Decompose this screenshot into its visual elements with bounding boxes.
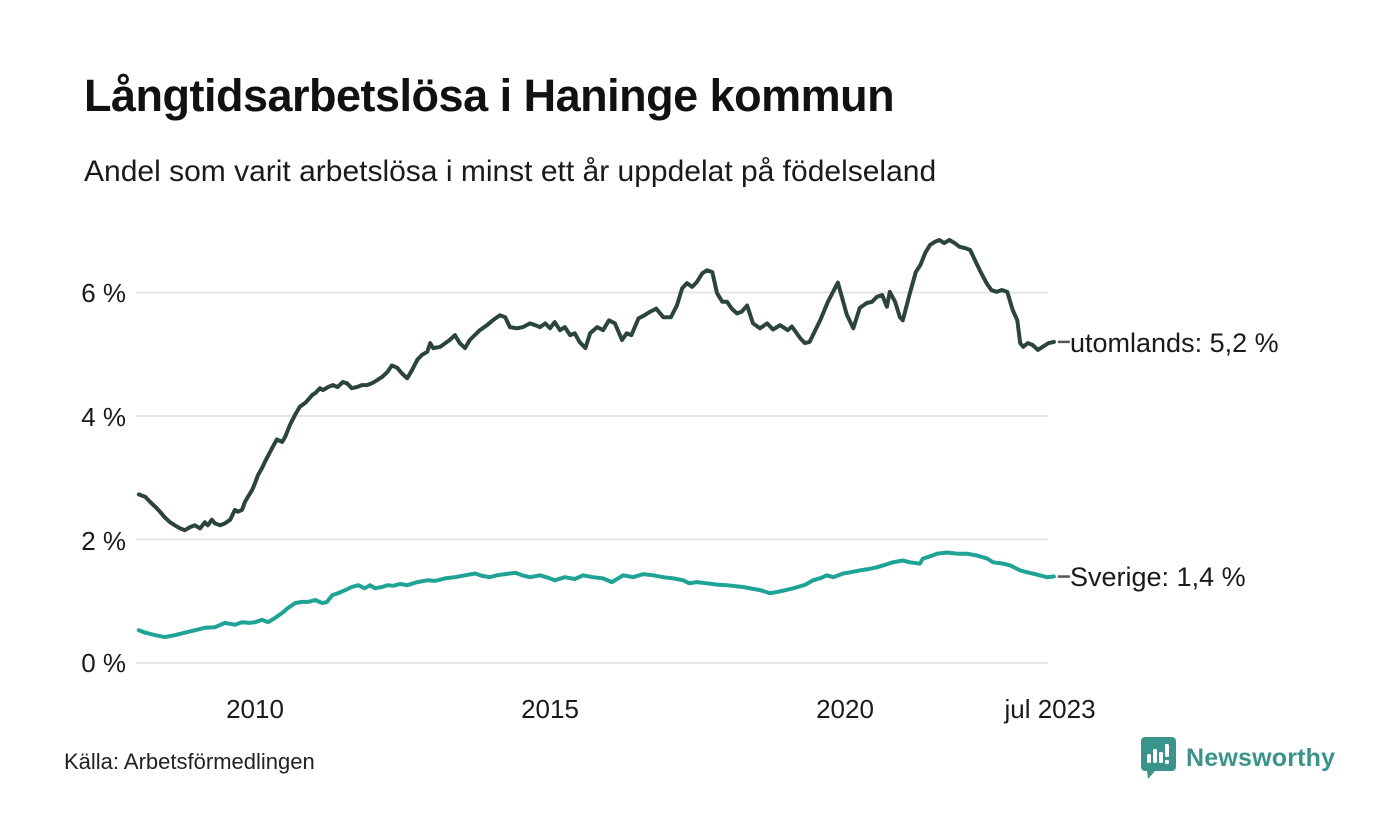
series-line-sverige — [136, 550, 1056, 640]
x-axis-tick-label-jul-2023: jul 2023 — [1004, 694, 1096, 724]
y-axis-tick-label-2: 2 % — [81, 526, 126, 556]
series-end-label-utomlands: utomlands: 5,2 % — [1070, 328, 1279, 358]
x-axis-tick-label-2020: 2020 — [816, 694, 874, 724]
x-axis-tick-label-2010: 2010 — [226, 694, 284, 724]
page-title: Långtidsarbetslösa i Haninge kommun — [84, 70, 895, 121]
y-axis-tick-label-0: 0 % — [81, 648, 126, 678]
x-axis-tick-label-2015: 2015 — [521, 694, 579, 724]
source-attribution: Källa: Arbetsförmedlingen — [64, 749, 315, 774]
series-line-utomlands — [136, 238, 1056, 533]
chart-subtitle: Andel som varit arbetslösa i minst ett å… — [84, 155, 937, 188]
y-axis-tick-label-4: 4 % — [81, 402, 126, 432]
series-end-label-sverige: Sverige: 1,4 % — [1070, 562, 1246, 592]
y-axis-tick-label-6: 6 % — [81, 278, 126, 308]
newsworthy-logo: Newsworthy — [1140, 736, 1335, 780]
newsworthy-logo-text: Newsworthy — [1186, 743, 1336, 772]
newsworthy-logo-icon — [1140, 736, 1177, 780]
